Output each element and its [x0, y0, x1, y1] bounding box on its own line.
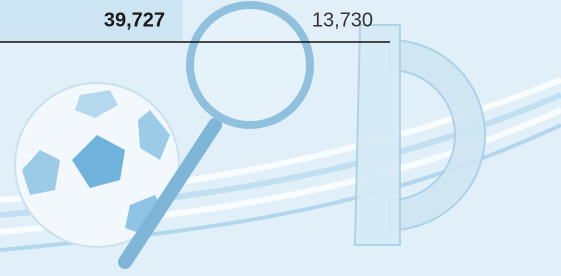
- ruler: [355, 25, 400, 245]
- table-fragment: 39,727 13,730: [0, 0, 561, 276]
- cell-value: 39,727: [104, 9, 165, 31]
- page: 39,727 13,730 (() => { const data = JSON…: [0, 0, 561, 276]
- lens: [190, 5, 310, 125]
- cell-value: 13,730: [312, 9, 373, 31]
